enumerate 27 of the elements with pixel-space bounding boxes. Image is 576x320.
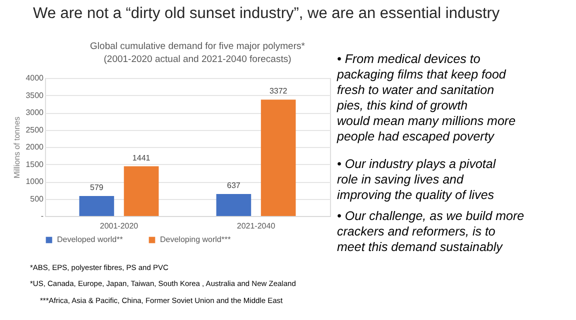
y-tick-label: 3000 — [26, 108, 44, 117]
y-tick-label: 4000 — [26, 74, 44, 82]
text: • From medical devices to packaging films that keep food fresh to water and sanitation pies, this kind of growth would mean many millions more people had escaped poverty — [336, 52, 516, 144]
data-label: 3372 — [269, 86, 288, 96]
data-label: 637 — [227, 181, 241, 190]
y-tick-label: 1000 — [26, 177, 44, 186]
data-label: 1441 — [132, 153, 151, 162]
bar — [124, 166, 159, 216]
data-label: 579 — [90, 183, 104, 192]
chart-title: We are not a “dirty old sunset industry”, we are an essential industry — [33, 5, 500, 22]
y-tick-label: 2000 — [26, 142, 44, 152]
text: • Our challenge, as we build more crackers and reformers, is to meet this demand sustainably — [337, 209, 524, 254]
legend-label: Developing world*** — [160, 235, 231, 244]
y-tick-label: - — [40, 212, 44, 220]
y-tick-label: 1500 — [26, 160, 44, 169]
bar — [216, 194, 252, 216]
y-tick-label: 2500 — [26, 125, 44, 134]
text: • Our industry plays a pivotal role in saving lives and improving the quality of lives — [337, 157, 497, 202]
y-tick-label: 500 — [30, 194, 44, 204]
bar — [79, 196, 114, 216]
y-tick-label: 3500 — [26, 90, 44, 100]
bar — [260, 100, 296, 216]
legend-label: Developed world** — [57, 235, 123, 244]
y-axis-title: Millions of tonnes — [12, 116, 22, 178]
x-tick-label: 2001-2020 — [100, 222, 139, 230]
x-tick-label: 2021-2040 — [236, 222, 276, 230]
chart-subtitle: Global cumulative demand for five major polymers* (2001-2020 actual and 2021-2040 forecasts) — [90, 41, 306, 65]
